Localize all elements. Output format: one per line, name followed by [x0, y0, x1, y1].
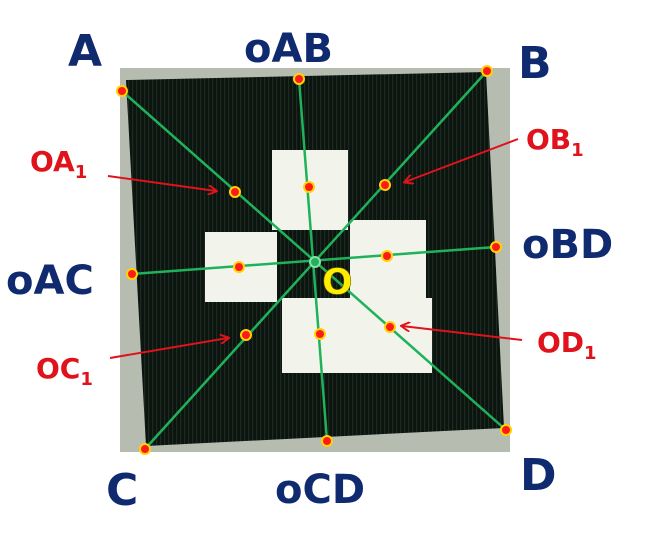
label-b: B	[518, 38, 552, 89]
label-ob1: OB1	[526, 123, 584, 161]
point-right-mid	[381, 250, 393, 262]
marker-cell-bottom	[282, 298, 432, 373]
point-center	[309, 256, 321, 268]
point-ocd	[321, 435, 333, 447]
label-a: A	[68, 26, 102, 77]
half-point-labels: OA1 OB1 OC1 OD1	[30, 123, 597, 390]
point-od1	[384, 321, 396, 333]
label-center: O	[322, 262, 353, 303]
point-c	[139, 443, 151, 455]
point-obd	[490, 241, 502, 253]
label-d: D	[520, 450, 557, 501]
label-c: C	[106, 465, 138, 516]
arrow-oc1	[109, 338, 228, 359]
annotation-arrows	[107, 138, 523, 359]
keypoints	[116, 65, 512, 455]
arrow-oa1	[107, 175, 216, 191]
edge-midpoint-labels: oAB oAC oBD oCD	[6, 26, 613, 513]
arrow-ob1	[405, 138, 519, 182]
point-bottom-mid	[314, 328, 326, 340]
label-oac: oAC	[6, 258, 94, 304]
corner-labels: A B C D	[68, 26, 557, 516]
label-obd: oBD	[522, 222, 613, 268]
label-oab: oAB	[244, 26, 333, 72]
point-oac	[126, 268, 138, 280]
point-d	[500, 424, 512, 436]
point-a	[116, 85, 128, 97]
arrow-od1	[402, 326, 523, 341]
point-b	[481, 65, 493, 77]
point-oa1	[229, 186, 241, 198]
label-oa1: OA1	[30, 145, 87, 183]
point-left-mid	[233, 261, 245, 273]
point-oc1	[240, 329, 252, 341]
point-oab	[293, 73, 305, 85]
label-od1: OD1	[537, 326, 597, 364]
label-oc1: OC1	[36, 352, 93, 390]
label-ocd: oCD	[275, 467, 365, 513]
point-top-mid	[303, 181, 315, 193]
point-ob1	[379, 179, 391, 191]
